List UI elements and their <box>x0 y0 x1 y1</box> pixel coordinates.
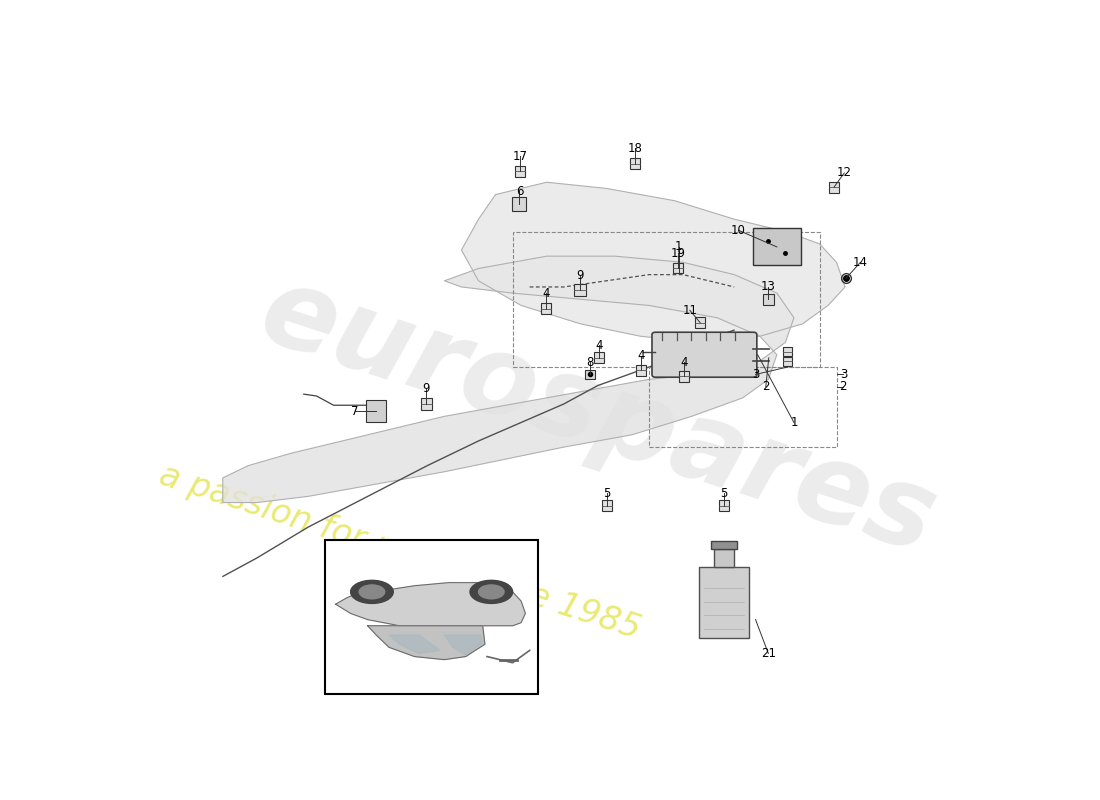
Text: 19: 19 <box>671 246 685 259</box>
Text: 2: 2 <box>839 380 847 394</box>
Bar <box>630 158 640 170</box>
Text: 1: 1 <box>790 416 798 429</box>
Bar <box>602 500 613 511</box>
Bar <box>513 231 820 367</box>
Polygon shape <box>367 626 485 660</box>
Text: 18: 18 <box>628 142 642 155</box>
Text: 21: 21 <box>761 647 776 660</box>
Polygon shape <box>462 182 845 342</box>
Text: a passion for parts since 1985: a passion for parts since 1985 <box>154 458 645 646</box>
Text: 4: 4 <box>680 356 688 369</box>
Polygon shape <box>444 635 483 655</box>
Bar <box>695 317 705 328</box>
Bar <box>326 539 538 694</box>
Bar <box>700 567 749 638</box>
Bar <box>515 166 526 177</box>
Text: 4: 4 <box>595 339 603 352</box>
Ellipse shape <box>470 580 513 603</box>
Bar <box>574 284 585 296</box>
Polygon shape <box>389 635 440 654</box>
Bar <box>585 370 595 379</box>
Bar <box>754 229 801 266</box>
Bar <box>366 400 386 422</box>
Bar <box>594 352 604 363</box>
Bar <box>762 294 774 305</box>
Bar <box>719 500 729 511</box>
Ellipse shape <box>478 585 504 599</box>
Bar <box>541 303 551 314</box>
Bar <box>714 549 735 567</box>
Ellipse shape <box>359 585 385 599</box>
Bar <box>649 367 836 447</box>
Bar <box>636 365 647 376</box>
Text: 6: 6 <box>516 185 524 198</box>
Text: 1: 1 <box>675 241 683 254</box>
Text: 17: 17 <box>513 150 528 163</box>
Bar <box>513 197 527 210</box>
Text: 9: 9 <box>422 382 430 395</box>
FancyBboxPatch shape <box>652 332 757 378</box>
Text: 5: 5 <box>604 487 611 500</box>
Text: 13: 13 <box>761 281 776 294</box>
Text: 9: 9 <box>576 270 584 282</box>
Text: eurospares: eurospares <box>249 257 949 576</box>
Text: 3: 3 <box>752 368 759 381</box>
Bar <box>783 347 792 356</box>
Text: 12: 12 <box>837 166 851 179</box>
Bar <box>673 263 683 273</box>
Text: 3: 3 <box>839 368 847 381</box>
Bar <box>829 182 839 193</box>
Text: 7: 7 <box>351 405 359 418</box>
Text: 4: 4 <box>542 286 550 300</box>
Polygon shape <box>222 256 794 502</box>
Text: 8: 8 <box>586 356 594 369</box>
Bar <box>712 542 737 549</box>
Bar <box>783 357 792 366</box>
Text: 4: 4 <box>638 350 645 362</box>
Text: 5: 5 <box>720 487 728 500</box>
Polygon shape <box>336 582 526 626</box>
Bar <box>421 398 432 410</box>
Text: 2: 2 <box>762 380 770 394</box>
Text: 11: 11 <box>682 304 697 317</box>
Ellipse shape <box>351 580 394 603</box>
Text: 10: 10 <box>732 224 746 237</box>
Bar <box>679 370 689 382</box>
Text: 14: 14 <box>852 256 868 269</box>
